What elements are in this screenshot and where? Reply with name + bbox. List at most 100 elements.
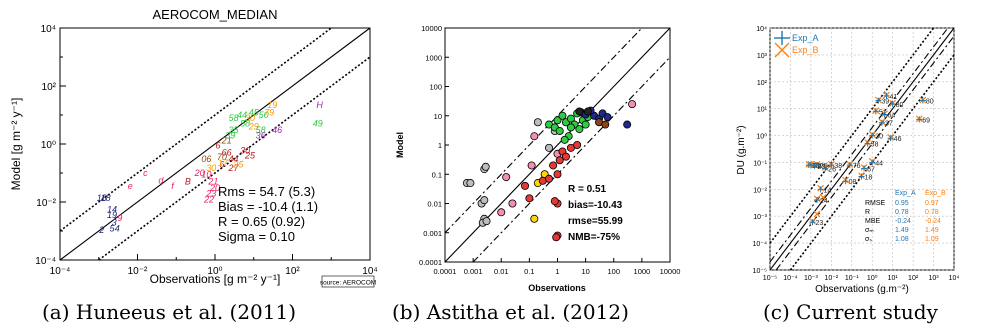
panel-a-point-label: 22: [203, 195, 214, 205]
panel-c-stats-cell: 1.49: [925, 227, 939, 234]
panel-c-stats-cell: 0.78: [925, 209, 939, 216]
panel-a-y-tick-label: 10⁻²: [36, 198, 56, 209]
panel-c-point-label: 39: [881, 99, 889, 106]
panel-b-data-point: [561, 152, 570, 161]
panel-b-y-tick-label: 100: [429, 83, 442, 92]
panel-a-point-label: 29: [248, 122, 259, 132]
panel-c-y-tick-label: 10²: [757, 80, 768, 87]
panel-b-data-point: [628, 100, 637, 109]
panel-c-x-tick-label: 10³: [928, 275, 939, 282]
panel-b-x-tick-label: 0.0001: [434, 267, 457, 276]
panel-b-data-point: [553, 116, 562, 125]
legend-exp-b-marker-b: [774, 42, 790, 58]
panel-a-point-label: 49: [313, 119, 323, 129]
panel-c-point-label: 69: [922, 117, 930, 124]
panel-a-point-label: 36: [256, 130, 266, 140]
panel-c-stats-cell: -0.24: [925, 218, 941, 225]
panel-a-point-label: d: [158, 176, 164, 186]
panel-a-point-label: 20: [209, 183, 220, 193]
panel-c-exp-b-marker: [819, 194, 827, 201]
panel-b-data-point: [552, 233, 561, 242]
panel-b-data-point: [497, 208, 506, 217]
panel-b-x-tick-label: 1000: [634, 267, 651, 276]
panel-b-stat-rmse: rmse=55.99: [568, 216, 623, 227]
panel-b-data-point: [581, 120, 590, 129]
panel-c-y-tick-label: 10⁻⁴: [753, 241, 768, 248]
panel-a-x-tick-label: 10⁰: [207, 266, 222, 277]
panel-c-y-tick-label: 10⁻¹: [753, 160, 767, 167]
panel-c-x-tick-label: 10⁰: [867, 274, 878, 282]
panel-a-point-label: 30: [240, 145, 250, 155]
panel-c-x-tick-label: 10⁻⁴: [783, 275, 798, 282]
panel-c-x-tick-label: 10⁻⁵: [763, 275, 777, 282]
panel-b-data-point: [566, 114, 575, 123]
panel-c-factor-2-lower-line: [775, 35, 955, 271]
panel-a-point-label: 66: [222, 148, 232, 158]
panel-a-point-label: c: [143, 168, 148, 178]
panel-a-point-label: 21: [221, 136, 232, 146]
panel-b-stat-r: R = 0.51: [568, 184, 607, 195]
panel-c-stats-cell: 1.08: [895, 236, 909, 243]
panel-c-point-label: 51: [879, 109, 887, 116]
panel-c-point-label: 08: [849, 179, 857, 186]
panel-a-x-axis-label: Observations [g m⁻² y⁻¹]: [150, 272, 281, 286]
panel-a-source-note: source: AEROCOM: [320, 280, 376, 287]
panel-a-y-axis-label: Model [g m⁻² y⁻¹]: [9, 98, 23, 191]
panel-a-point-label: 58: [228, 113, 238, 123]
panel-c-point-label: 23: [816, 220, 824, 227]
panel-c-point-label: 38: [834, 163, 842, 170]
panel-b-y-tick-label: 0.001: [423, 229, 442, 238]
panel-b-data-point: [521, 181, 530, 190]
panel-b-lower-dashdot-line: [472, 56, 671, 263]
panel-c-point-label: 14: [824, 187, 832, 194]
panel-c-x-tick-label: 10¹: [888, 275, 899, 282]
panel-c-stats-row-label: σₘ: [865, 227, 874, 234]
panel-c-stats-row-label: MBE: [865, 218, 881, 225]
panel-c-point-label: 80: [926, 99, 934, 106]
panel-c-stats-header: Exp_B: [925, 190, 946, 197]
panel-b-one-to-one-line: [444, 27, 671, 263]
panel-a-x-tick-label: 10⁴: [362, 266, 377, 277]
panel-a-point-label: 19: [107, 210, 117, 220]
panel-a-point-label: 16: [97, 193, 107, 203]
panel-b-y-tick-label: 10: [434, 112, 442, 121]
panel-b-y-tick-label: 0.1: [432, 170, 442, 179]
panel-c-factor-10-lower-line: [789, 54, 955, 271]
panel-a-y-tick-label: 10⁻⁴: [35, 256, 56, 267]
panel-a-point-label: 25: [232, 159, 244, 169]
panel-b-y-tick-label: 0.01: [427, 200, 442, 209]
panel-c-point-label: 67: [867, 166, 875, 173]
panel-b-x-tick-label: 0.1: [524, 267, 534, 276]
panel-a-point-label: 30: [206, 163, 216, 173]
panel-b-x-axis-label: Observations: [528, 283, 586, 293]
panel-c-exp-b-marker: [813, 210, 821, 218]
panel-b-data-point: [549, 161, 558, 170]
caption-b: (b) Astitha et al. (2012): [392, 300, 629, 324]
panel-c-y-axis-label: DU (g.m⁻²): [736, 125, 747, 174]
panel-c-stats-row-label: R: [865, 209, 870, 216]
panel-c-point-label: 46: [894, 136, 902, 143]
panel-c-point-label: 30: [875, 134, 883, 141]
panel-a-point-label: 6: [219, 159, 224, 169]
panel-c-point-label: 24: [820, 198, 828, 205]
panel-b-data-point: [555, 156, 564, 165]
panel-c-y-tick-label: 10¹: [757, 107, 768, 114]
panel-c-y-tick-label: 10⁴: [756, 26, 767, 33]
panel-b-data-point: [525, 194, 534, 203]
panel-b-data-point: [480, 196, 489, 205]
panel-c-point-label: 16: [812, 163, 820, 170]
panel-b-x-tick-label: 100: [607, 267, 620, 276]
panel-c-stats-row-label: σₛ: [865, 236, 872, 243]
panel-c-one-to-one-line: [769, 27, 955, 271]
panel-b-data-point: [623, 120, 632, 129]
panel-a-point-label: 23: [205, 188, 216, 198]
panel-b-data-point: [533, 118, 542, 127]
panel-b-x-tick-label: 0.001: [464, 267, 483, 276]
panel-c-factor-2-upper-line: [769, 27, 949, 263]
panel-a-point-label: 19: [267, 100, 277, 110]
panel-a-x-tick-label: 10⁻⁴: [50, 266, 71, 277]
panel-a-point-label: 25: [244, 151, 256, 161]
panel-c-point-label: 23: [817, 164, 825, 171]
panel-c-factor-10-upper-line: [769, 27, 935, 244]
